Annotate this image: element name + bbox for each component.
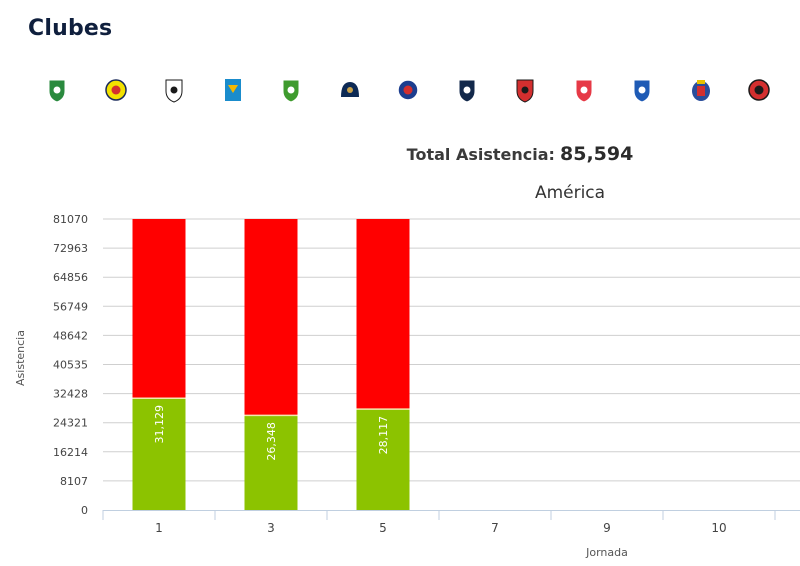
- tigres-crest-icon: [224, 79, 241, 101]
- club-monterrey[interactable]: [456, 77, 478, 103]
- page-title: Clubes: [28, 16, 113, 41]
- x-tick-label: 3: [267, 521, 275, 535]
- x-tick-label: 7: [491, 521, 499, 535]
- y-tick-label: 32428: [53, 388, 88, 401]
- club-tigres[interactable]: [222, 77, 244, 103]
- bar-capacity-jornada-3[interactable]: [244, 219, 298, 416]
- y-tick-label: 48642: [53, 329, 88, 342]
- tijuana-crest-icon: [748, 79, 770, 101]
- y-tick-label: 24321: [53, 417, 88, 430]
- bar-capacity-jornada-1[interactable]: [132, 219, 186, 399]
- y-tick-label: 40535: [53, 359, 88, 372]
- attendance-chart: América 08107162142432132428405354864256…: [14, 183, 800, 559]
- atlas-crest-icon: [516, 79, 534, 103]
- clubs-bar: [0, 74, 800, 108]
- club-cruz-azul[interactable]: [397, 77, 419, 103]
- cruz-azul-crest-icon: [397, 79, 419, 101]
- puebla-crest-icon: [633, 79, 651, 103]
- total-attendance-value: 85,594: [560, 143, 634, 165]
- monterrey-crest-icon: [458, 79, 475, 103]
- bar-attendance-jornada-5[interactable]: [356, 409, 410, 510]
- club-quer-taro[interactable]: [163, 77, 185, 103]
- y-tick-label: 64856: [53, 271, 88, 284]
- club-chivas[interactable]: [690, 77, 712, 103]
- club-atlas[interactable]: [514, 77, 536, 103]
- x-tick-label: 10: [711, 521, 726, 535]
- pumas-crest-icon: [340, 82, 359, 97]
- x-tick-label: 1: [155, 521, 163, 535]
- club-am-rica[interactable]: [104, 77, 127, 103]
- y-tick-label: 81070: [53, 213, 88, 226]
- total-attendance-label: Total Asistencia:: [406, 145, 555, 164]
- bar-attendance-jornada-1[interactable]: [132, 398, 186, 510]
- y-tick-label: 72963: [53, 242, 88, 255]
- chivas-crest-icon: [691, 80, 710, 101]
- america-crest-icon: [104, 79, 127, 101]
- y-axis-label: Asistencia: [14, 330, 27, 386]
- bar-capacity-jornada-5[interactable]: [356, 219, 410, 410]
- y-tick-label: 0: [81, 504, 88, 517]
- santos-crest-icon: [48, 79, 66, 103]
- y-tick-label: 16214: [53, 446, 88, 459]
- club-pumas[interactable]: [339, 77, 361, 103]
- queretaro-crest-icon: [165, 79, 183, 103]
- club-puebla[interactable]: [631, 77, 653, 103]
- club-le-n[interactable]: [280, 77, 302, 103]
- x-tick-label: 9: [603, 521, 611, 535]
- club-necaxa[interactable]: [573, 77, 595, 103]
- x-tick-label: 5: [379, 521, 387, 535]
- x-axis-label: Jornada: [585, 546, 628, 559]
- y-tick-label: 8107: [60, 475, 88, 488]
- necaxa-crest-icon: [575, 79, 592, 103]
- club-tijuana[interactable]: [748, 77, 770, 103]
- chart-title: América: [535, 183, 605, 203]
- y-tick-label: 56749: [53, 300, 88, 313]
- data-label: 31,129: [153, 405, 166, 444]
- bar-attendance-jornada-3[interactable]: [244, 415, 298, 510]
- club-santos[interactable]: [46, 77, 68, 103]
- data-label: 28,117: [377, 416, 390, 455]
- total-attendance: Total Asistencia: 85,594: [0, 143, 800, 165]
- leon-crest-icon: [282, 79, 300, 103]
- data-label: 26,348: [265, 422, 278, 461]
